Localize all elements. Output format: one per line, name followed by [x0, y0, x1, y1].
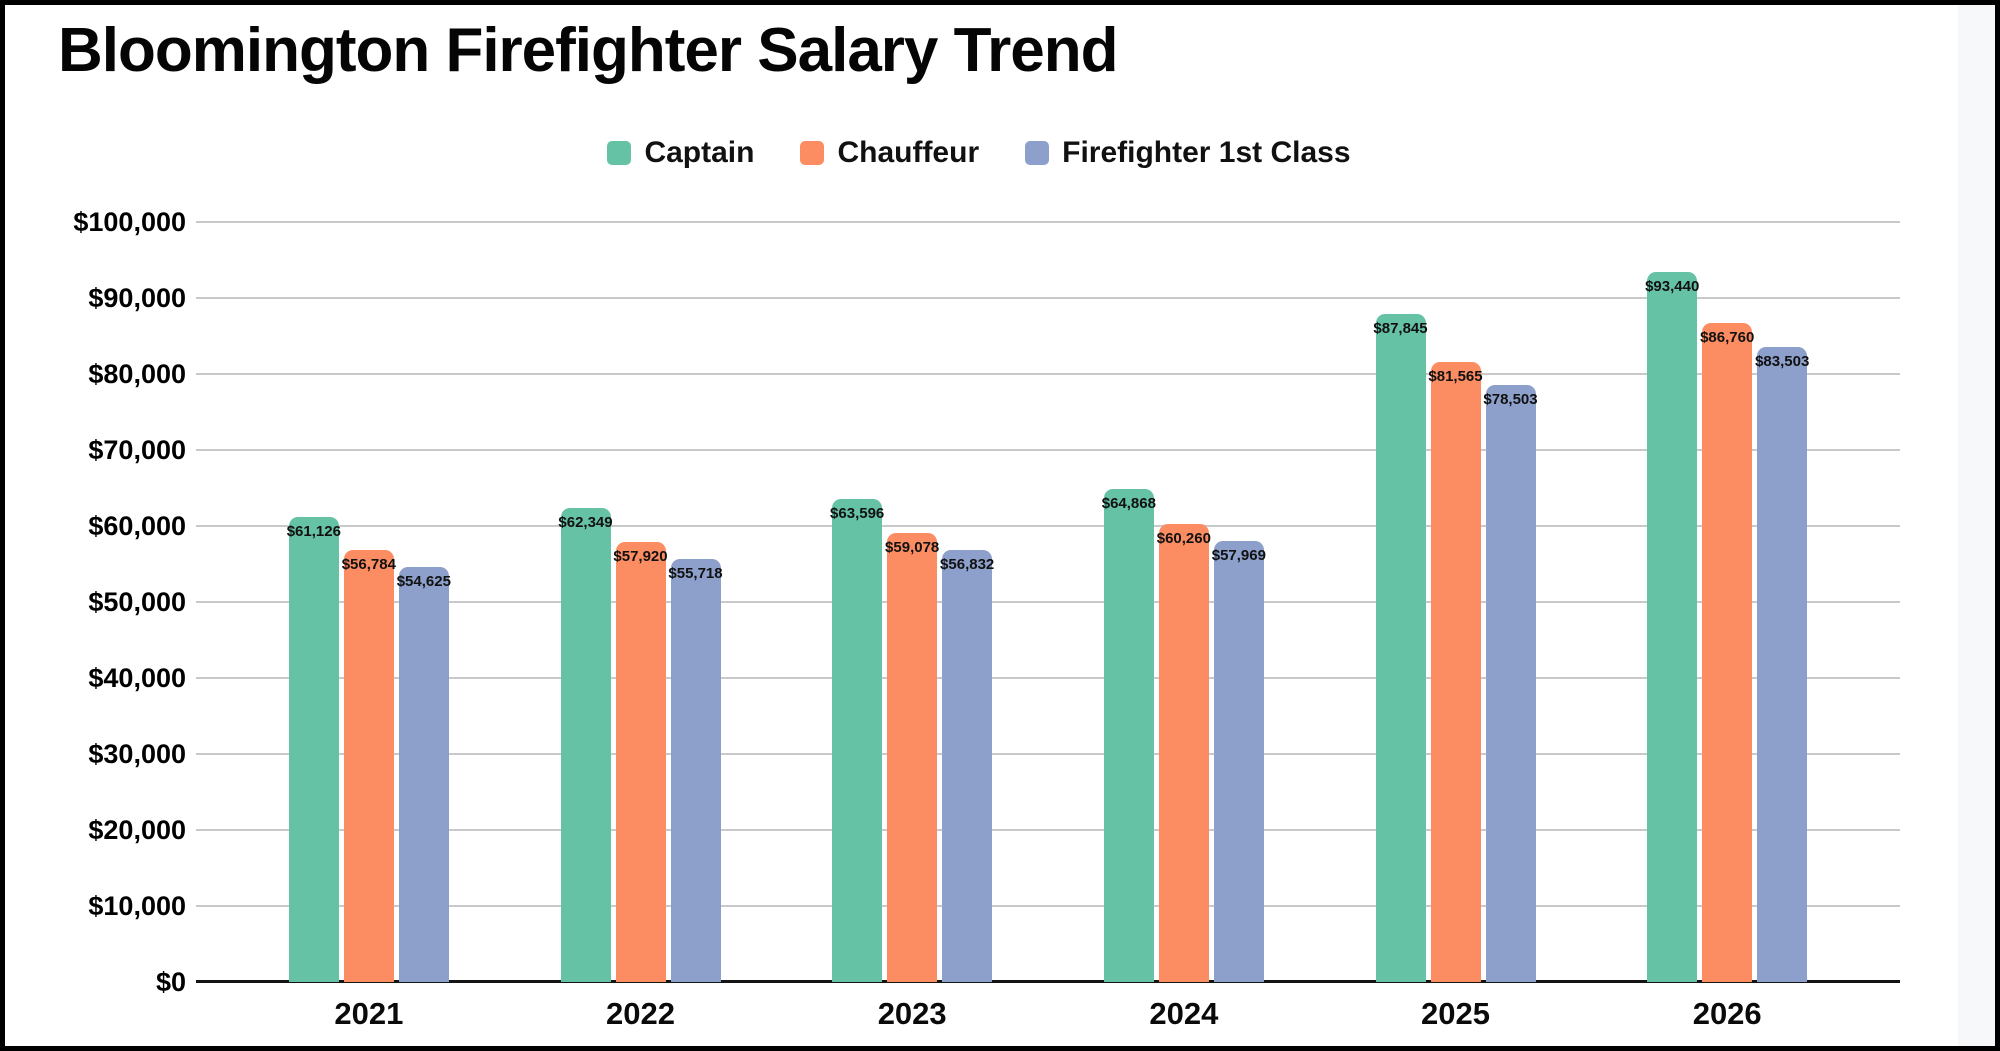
bar-value-label: $78,503 [1483, 391, 1538, 409]
legend-swatch-icon [1025, 141, 1050, 165]
gridline [196, 829, 1900, 831]
bar-group-2023: $63,596 $59,078 $56,832 [776, 222, 1048, 982]
legend-swatch-icon [800, 141, 825, 165]
y-tick-label: $80,000 [88, 359, 186, 389]
gridline [196, 221, 1900, 223]
x-tick-label-2025: 2025 [1421, 996, 1490, 1031]
bar-group: $64,868 $60,260 $57,969 [1101, 222, 1266, 982]
bar-chauffeur-2023: $59,078 [885, 533, 940, 982]
bar-value-label: $83,503 [1755, 353, 1810, 371]
bar-value-label: $60,260 [1156, 530, 1211, 547]
bar-captain-2026: $93,440 [1645, 271, 1700, 982]
y-tick-label: $100,000 [73, 207, 186, 237]
bar-firefighter-1st-class-2026: $83,503 [1755, 347, 1810, 982]
bar-value-label: $56,832 [940, 556, 995, 574]
legend-label: Firefighter 1st Class [1062, 136, 1351, 169]
bar-chauffeur-2025: $81,565 [1428, 362, 1483, 982]
bar-firefighter-1st-class-2022: $55,718 [668, 558, 723, 982]
legend-item-1: Captain [607, 136, 754, 170]
bar-captain-2024: $64,868 [1101, 489, 1156, 982]
bar-firefighter-1st-class-2023: $56,832 [940, 550, 995, 982]
gridline [196, 449, 1900, 451]
bar-group: $62,349 $57,920 $55,718 [558, 222, 723, 982]
bar-groups: $61,126 $56,784 $54,625 $62,349 $57,920 $55,7… [196, 222, 1900, 982]
right-gutter [1958, 5, 1995, 1046]
y-tick-label: $90,000 [88, 283, 186, 313]
bar-chauffeur-2022: $57,920 [613, 541, 668, 982]
y-tick-label: $30,000 [88, 739, 186, 769]
bar-chauffeur-2024: $60,260 [1156, 524, 1211, 982]
bar-value-label: $57,969 [1211, 547, 1266, 565]
x-tick-label-2021: 2021 [334, 996, 404, 1031]
bar-value-label: $86,760 [1700, 328, 1755, 346]
gridline [196, 753, 1900, 755]
bar-value-label: $57,920 [613, 547, 668, 565]
gridline [196, 677, 1900, 679]
bar-group-2022: $62,349 $57,920 $55,718 [505, 222, 777, 982]
bar-group-2025: $87,845 $81,565 $78,503 [1320, 222, 1592, 982]
y-tick-label: $40,000 [88, 663, 186, 693]
bar-value-label: $59,078 [885, 539, 940, 556]
legend-item-3: Firefighter 1st Class [1025, 136, 1351, 170]
bar-captain-2023: $63,596 [830, 498, 885, 982]
bar-value-label: $62,349 [558, 514, 613, 532]
bar-captain-2022: $62,349 [558, 508, 613, 982]
bar-value-label: $56,784 [341, 556, 396, 574]
y-axis: $100,000 $90,000 $80,000 $70,000 $60,000 $50,… [5, 207, 186, 997]
bar-value-label: $81,565 [1428, 368, 1483, 386]
bar-group: $63,596 $59,078 $56,832 [830, 222, 995, 982]
bar-group-2026: $93,440 $86,760 $83,503 [1591, 222, 1863, 982]
y-tick-label: $60,000 [88, 511, 186, 541]
bar-captain-2025: $87,845 [1373, 314, 1428, 982]
bar-value-label: $87,845 [1373, 320, 1428, 338]
bar-value-label: $63,596 [830, 504, 885, 522]
plot-area: $61,126 $56,784 $54,625 $62,349 $57,920 $55,7… [196, 221, 1900, 983]
legend-label: Chauffeur [837, 136, 980, 169]
bar-firefighter-1st-class-2024: $57,969 [1211, 541, 1266, 982]
bar-group-2024: $64,868 $60,260 $57,969 [1048, 222, 1320, 982]
legend-item-2: Chauffeur [800, 136, 979, 170]
y-tick-label: $20,000 [88, 815, 186, 845]
bar-value-label: $93,440 [1645, 277, 1700, 295]
x-axis: 2021 2022 2023 2024 2025 2026 [196, 992, 1900, 1036]
gridline [196, 373, 1900, 375]
chart-title: Bloomington Firefighter Salary Trend [58, 16, 1118, 85]
legend-swatch-icon [607, 141, 632, 165]
gridline [196, 905, 1900, 907]
gridline [196, 297, 1900, 299]
bar-firefighter-1st-class-2021: $54,625 [396, 566, 451, 982]
bar-value-label: $61,126 [286, 523, 341, 541]
bar-chauffeur-2021: $56,784 [341, 550, 396, 982]
y-tick-label: $50,000 [88, 587, 186, 617]
bar-group: $87,845 $81,565 $78,503 [1373, 222, 1538, 982]
legend: Captain Chauffeur Firefighter 1st Class [5, 135, 1953, 171]
bar-group-2021: $61,126 $56,784 $54,625 [233, 222, 505, 982]
bar-chauffeur-2026: $86,760 [1700, 322, 1755, 982]
bar-value-label: $64,868 [1101, 495, 1156, 512]
y-tick-label: $70,000 [88, 435, 186, 465]
x-tick-label-2023: 2023 [877, 996, 947, 1031]
bar-captain-2021: $61,126 [286, 517, 341, 982]
bar-firefighter-1st-class-2025: $78,503 [1483, 385, 1538, 982]
y-tick-label: $0 [155, 967, 186, 997]
bar-group: $93,440 $86,760 $83,503 [1645, 222, 1810, 982]
bar-group: $61,126 $56,784 $54,625 [286, 222, 451, 982]
x-tick-label-2026: 2026 [1692, 996, 1762, 1031]
bar-value-label: $54,625 [396, 572, 451, 590]
y-tick-label: $10,000 [88, 891, 186, 921]
x-axis-line [196, 980, 1900, 983]
bar-value-label: $55,718 [668, 564, 723, 582]
gridline [196, 525, 1900, 527]
legend-label: Captain [644, 136, 755, 169]
gridline [196, 601, 1900, 603]
x-tick-label-2022: 2022 [606, 996, 675, 1031]
x-tick-label-2024: 2024 [1149, 996, 1219, 1031]
